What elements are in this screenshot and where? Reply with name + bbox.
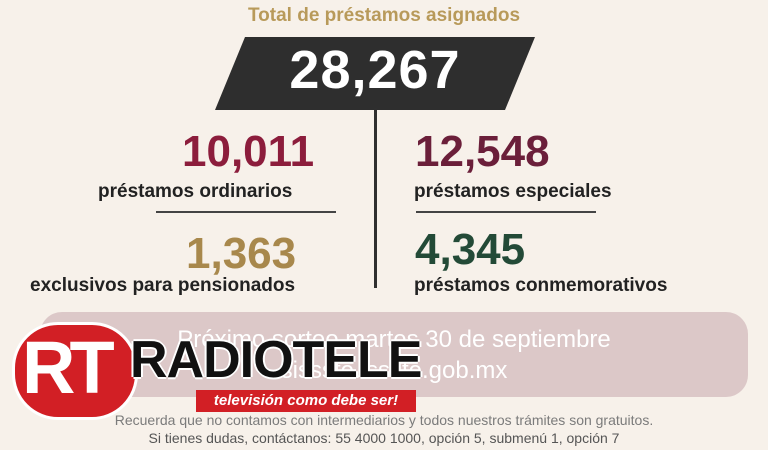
logo-badge: [12, 322, 138, 420]
pensionados-count: 1,363: [186, 229, 297, 278]
logo-monogram: RT: [22, 326, 115, 409]
logo-tagline: televisión como debe ser!: [213, 392, 399, 409]
conmemorativos-count: 4,345: [415, 225, 526, 274]
page-title: Total de préstamos asignados: [247, 5, 521, 26]
sorteo-date: Próximo sorteo martes 30 de septiembre: [177, 326, 611, 353]
especiales-label: préstamos especiales: [414, 181, 612, 202]
ordinarios-divider: [156, 211, 336, 213]
center-divider: [374, 108, 377, 288]
logo-wordmark: RADIOTELE: [130, 331, 422, 389]
sorteo-url: sissste.issste.gob.mx: [280, 357, 508, 384]
pensionados-label: exclusivos para pensionados: [30, 275, 296, 296]
footer-contact: Si tienes dudas, contáctanos: 55 4000 10…: [148, 430, 620, 446]
ordinarios-count: 10,011: [182, 127, 315, 176]
especiales-count: 12,548: [415, 127, 550, 176]
logo-tagline-bar: [196, 390, 416, 412]
ordinarios-label: préstamos ordinarios: [98, 181, 293, 202]
footer-note: Recuerda que no contamos con intermediar…: [114, 412, 654, 428]
total-value: 28,267: [289, 40, 461, 100]
total-badge: [215, 37, 535, 110]
especiales-divider: [416, 211, 596, 213]
sorteo-panel: [40, 312, 748, 397]
conmemorativos-label: préstamos conmemorativos: [414, 275, 668, 296]
